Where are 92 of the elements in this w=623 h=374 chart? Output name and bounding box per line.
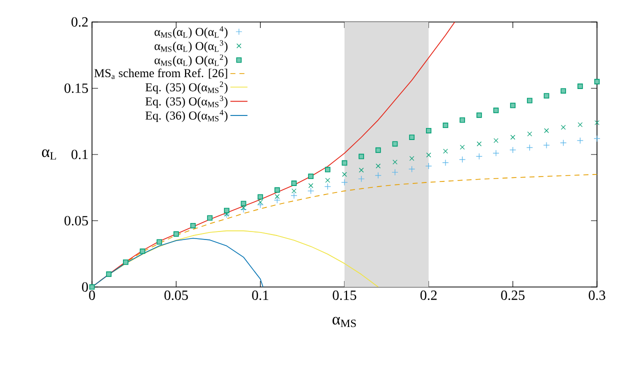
legend-label: Eq. (36) O(α$_{MS}$$^{4}$) (146, 110, 228, 122)
point (560, 140, 567, 146)
point (358, 154, 364, 160)
point (544, 93, 550, 98)
point (408, 166, 416, 172)
x-tick-label: 0.05 (164, 290, 188, 300)
point (560, 124, 566, 130)
point (527, 132, 532, 136)
point (274, 187, 280, 193)
legend-label: Eq. (35) O(α$_{MS}$$^{2}$) (146, 82, 228, 94)
point (409, 134, 415, 140)
x-tick-label: 0.2 (420, 290, 437, 300)
point (376, 164, 381, 168)
point (443, 148, 448, 154)
point (426, 128, 432, 134)
point (494, 138, 498, 143)
point (374, 172, 382, 179)
point (324, 183, 331, 190)
x-tick-label: 0.15 (332, 290, 356, 300)
point (459, 156, 466, 163)
point (308, 183, 314, 188)
point (291, 180, 297, 186)
point (493, 108, 499, 114)
point (594, 120, 600, 126)
point (460, 117, 466, 123)
point (560, 88, 566, 94)
point (392, 160, 398, 164)
point (325, 178, 330, 183)
point (425, 162, 432, 170)
point (594, 135, 600, 142)
point (274, 194, 280, 199)
x-tick-label: 0.1 (252, 290, 268, 300)
point (292, 188, 296, 194)
point (526, 144, 533, 151)
legend-label: α$_{MS}$(α$_{L}$) O(α$_{L}$$^{2}$) (154, 54, 228, 67)
point (324, 166, 330, 172)
point (392, 141, 398, 147)
point (442, 122, 448, 128)
point (392, 168, 398, 176)
legend-label: MS$_{a}$ scheme from Ref. [26] (94, 68, 228, 79)
y-axis-title: α$_{L}$ (42, 149, 56, 160)
point (156, 239, 162, 245)
point (426, 152, 432, 158)
point (442, 159, 449, 166)
point (173, 231, 179, 237)
point (594, 78, 600, 84)
legend-label: α$_{MS}$(α$_{L}$) O(α$_{L}$$^{3}$) (154, 40, 228, 53)
x-tick-label: 0.3 (588, 290, 606, 300)
point (375, 147, 381, 153)
legend-label: α$_{MS}$(α$_{L}$) O(α$_{L}$$^{4}$) (154, 26, 228, 38)
point (476, 112, 482, 118)
point (240, 206, 247, 213)
point (476, 141, 482, 146)
point (510, 134, 516, 140)
point (140, 248, 146, 254)
point (526, 98, 532, 104)
point (578, 122, 583, 128)
y-tick-label: 0.2 (72, 17, 88, 27)
point (207, 215, 213, 221)
point (358, 176, 365, 182)
point (257, 202, 264, 208)
point (258, 200, 263, 205)
point (341, 179, 348, 186)
x-tick-label: 0 (89, 290, 95, 300)
point (460, 144, 465, 150)
point (544, 128, 549, 134)
point (543, 142, 550, 149)
point (492, 150, 500, 156)
legend-label: Eq. (35) O(α$_{MS}$$^{3}$) (146, 96, 228, 108)
point (510, 102, 516, 108)
y-tick-label: 0.05 (64, 216, 88, 226)
point (274, 196, 280, 204)
y-tick-label: 0 (82, 282, 88, 292)
point (122, 260, 128, 265)
y-tick-label: 0.15 (64, 83, 88, 93)
x-axis-title: α$_{MS}$ (332, 316, 356, 328)
point (409, 156, 414, 161)
point (342, 172, 347, 177)
point (308, 174, 314, 180)
y-tick-label: 0.1 (72, 150, 88, 160)
point (510, 146, 516, 154)
point (224, 208, 230, 214)
point (576, 137, 584, 144)
point (106, 271, 112, 277)
point (290, 192, 298, 199)
point (476, 153, 482, 160)
point (577, 84, 583, 89)
point (308, 188, 314, 194)
x-tick-label: 0.25 (501, 290, 525, 300)
point (358, 168, 364, 173)
point (190, 222, 196, 228)
point (258, 194, 264, 200)
